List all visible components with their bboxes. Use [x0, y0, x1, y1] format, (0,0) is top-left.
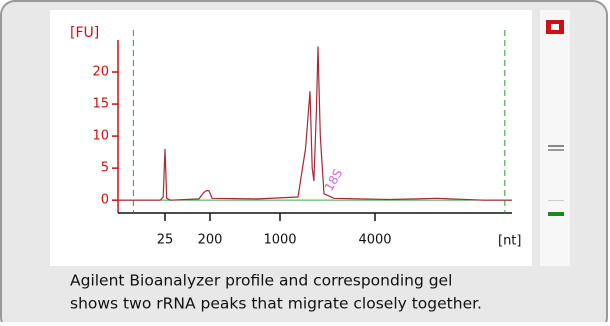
- caption-line: Agilent Bioanalyzer profile and correspo…: [70, 272, 452, 290]
- caption-line: shows two rRNA peaks that migrate closel…: [70, 295, 482, 313]
- gel-ladder-icon-inner: [551, 24, 559, 30]
- y-tick-label: 10: [92, 129, 109, 144]
- y-tick-label: 15: [92, 97, 109, 112]
- gel-band: [548, 149, 564, 151]
- x-axis-label: [nt]: [498, 234, 521, 249]
- gel-lane: [540, 10, 570, 266]
- gel-band: [548, 200, 564, 201]
- page: {"chart_data": {"type": "line", "y_label…: [0, 0, 610, 322]
- x-tick-label: 25: [157, 233, 174, 248]
- y-tick-label: 5: [101, 161, 109, 176]
- x-tick-label: 1000: [263, 233, 296, 248]
- y-axis-label: [FU]: [70, 25, 99, 41]
- x-tick-label: 4000: [358, 233, 391, 248]
- gel-band: [548, 145, 564, 147]
- y-tick-label: 20: [92, 65, 109, 80]
- y-tick-label: 0: [101, 193, 109, 208]
- gel-marker-band: [548, 212, 564, 216]
- plot-area: [50, 10, 532, 266]
- screenshot: [FU] [nt] Agilent Bioanalyzer profile an…: [0, 0, 610, 322]
- x-tick-label: 200: [198, 233, 223, 248]
